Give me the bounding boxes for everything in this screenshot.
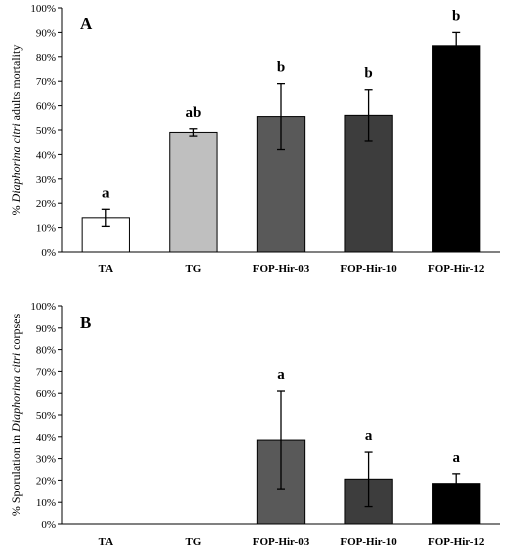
y-tick-label: 60% — [36, 388, 56, 400]
y-tick-label: 60% — [36, 101, 56, 113]
y-tick-label: 0% — [41, 247, 56, 259]
y-axis-title-part: Diaphorina citri — [9, 353, 23, 433]
significance-letter: a — [452, 450, 460, 466]
y-tick-label: 40% — [36, 432, 56, 444]
x-tick-label: TG — [185, 536, 201, 548]
y-tick-label: 30% — [36, 174, 56, 186]
panel-label: B — [80, 313, 91, 332]
y-tick-label: 40% — [36, 149, 56, 161]
y-tick-label: 0% — [41, 519, 56, 531]
y-axis-title: % Diaphorina citri adults mortality — [9, 45, 23, 216]
significance-letter: ab — [185, 105, 201, 121]
bar-FOP-Hir-12 — [432, 45, 481, 253]
y-tick-label: 90% — [36, 27, 56, 39]
y-tick-label: 10% — [36, 497, 56, 509]
y-tick-label: 80% — [36, 52, 56, 64]
y-tick-label: 30% — [36, 454, 56, 466]
bar-TG — [169, 131, 218, 253]
y-axis-title-part: % — [9, 202, 23, 215]
y-tick-label: 100% — [30, 3, 56, 15]
bar-TA — [81, 217, 130, 253]
y-axis-title-part: % Sporulation in — [9, 432, 23, 516]
x-tick-label: FOP-Hir-12 — [428, 263, 485, 275]
x-tick-label: TG — [185, 263, 201, 275]
significance-letter: b — [277, 60, 285, 76]
significance-letter: a — [102, 185, 110, 201]
x-tick-label: FOP-Hir-10 — [340, 536, 397, 548]
y-tick-label: 20% — [36, 198, 56, 210]
panel-A: 0%10%20%30%40%50%60%70%80%90%100%% Diaph… — [9, 3, 500, 275]
y-tick-label: 80% — [36, 345, 56, 357]
panel-B: 0% 10% 20% 30% 40% 50% 60% 70% 80% 90% 100% % Sporu… — [9, 301, 500, 548]
significance-letter: a — [277, 367, 285, 383]
significance-letter: b — [364, 66, 372, 82]
significance-letter: b — [452, 8, 460, 24]
x-tick-label: FOP-Hir-10 — [340, 263, 397, 275]
y-tick-label: 70% — [36, 366, 56, 378]
significance-letter: a — [365, 428, 373, 444]
y-tick-label: 70% — [36, 76, 56, 88]
y-axis-title-part: Diaphorina citri — [9, 123, 23, 203]
y-tick-label: 20% — [36, 475, 56, 487]
y-tick-label: 100% — [30, 301, 56, 313]
y-tick-label: 10% — [36, 223, 56, 235]
x-tick-label: FOP-Hir-12 — [428, 536, 485, 548]
x-tick-label: FOP-Hir-03 — [253, 536, 310, 548]
x-tick-label: TA — [99, 263, 114, 275]
x-tick-label: TA — [99, 536, 114, 548]
y-tick-label: 90% — [36, 323, 56, 335]
y-axis-title-part: corpses — [9, 314, 23, 353]
y-tick-label: 50% — [36, 125, 56, 137]
panel-label: A — [80, 14, 93, 33]
y-tick-label: 50% — [36, 410, 56, 422]
y-axis-title-part: adults mortality — [9, 45, 23, 124]
x-tick-label: FOP-Hir-03 — [253, 263, 310, 275]
y-axis-title: % Sporulation in Diaphorina citri corpse… — [9, 314, 23, 517]
